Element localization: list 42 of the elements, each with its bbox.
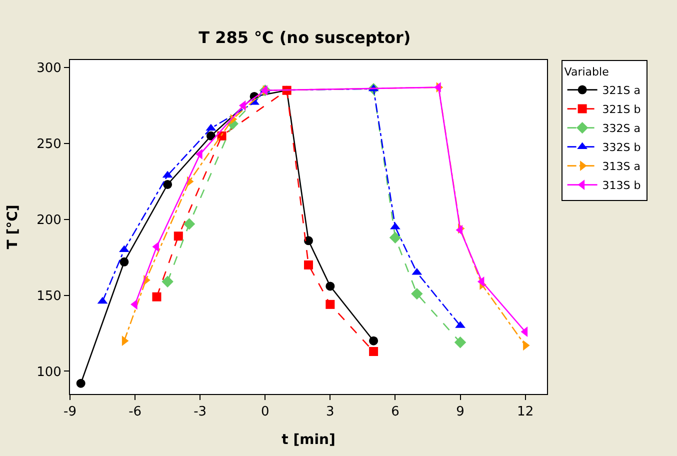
legend-label: 332S a (602, 122, 641, 136)
point (389, 232, 402, 244)
x-tick-label: 0 (261, 404, 270, 420)
point (304, 260, 313, 270)
legend-label: 332S b (602, 141, 641, 154)
point (326, 300, 335, 309)
x-tick-label: -3 (194, 404, 207, 420)
point (454, 336, 466, 348)
x-tick-label: 12 (517, 404, 534, 420)
y-tick-label: 200 (36, 212, 62, 228)
y-tick-label: 150 (36, 288, 62, 304)
x-axis-title: t [min] (282, 432, 336, 448)
legend-title: Variable (564, 65, 610, 78)
point (520, 326, 528, 337)
point (152, 292, 162, 302)
y-tick-label: 100 (36, 364, 62, 380)
point (174, 232, 183, 241)
point (163, 180, 172, 189)
x-tick-label: -9 (64, 404, 76, 420)
point (162, 276, 174, 288)
y-axis-title: T [°C] (5, 204, 22, 250)
y-tick-label: 250 (36, 137, 62, 152)
x-tick-label: 9 (456, 404, 464, 420)
point (119, 245, 130, 252)
point (120, 257, 129, 266)
y-tick-label: 300 (36, 61, 62, 76)
legend-label: 313S b (602, 179, 641, 192)
legend-label: 313S a (602, 160, 641, 174)
legend-label: 321S a (602, 84, 641, 98)
point (369, 346, 378, 356)
point (411, 288, 423, 300)
x-tick-label: 6 (391, 404, 400, 420)
x-tick-label: -6 (128, 404, 142, 420)
point (76, 378, 86, 388)
x-tick-label: 3 (326, 404, 334, 420)
legend-label: 321S b (602, 103, 641, 116)
point (326, 282, 335, 291)
point (369, 336, 378, 346)
point (183, 218, 196, 230)
point (304, 236, 313, 246)
chart-title: T 285 °C (no susceptor) (198, 28, 411, 48)
point (206, 131, 216, 140)
